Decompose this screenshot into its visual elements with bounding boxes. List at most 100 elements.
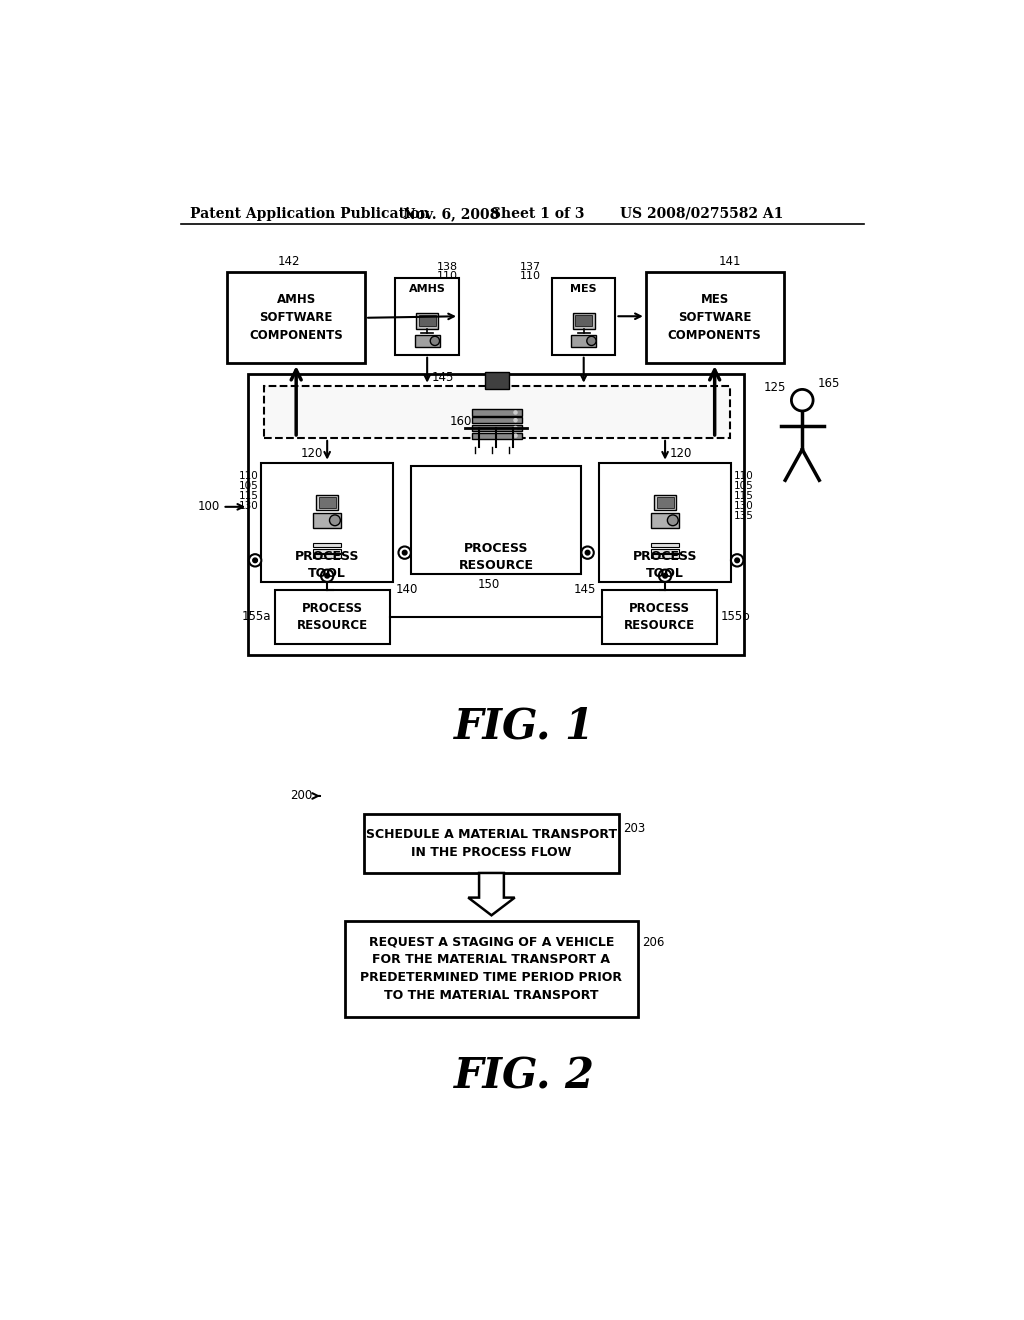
- Bar: [575, 315, 592, 326]
- Bar: [472, 417, 521, 424]
- Text: 142: 142: [278, 255, 300, 268]
- Text: 130: 130: [239, 502, 258, 511]
- Circle shape: [253, 558, 257, 562]
- Bar: [316, 495, 338, 511]
- Circle shape: [398, 546, 411, 558]
- Text: 110: 110: [436, 271, 458, 281]
- Text: 115: 115: [239, 491, 258, 502]
- Bar: [599, 462, 731, 582]
- Text: SCHEDULE A MATERIAL TRANSPORT
IN THE PROCESS FLOW: SCHEDULE A MATERIAL TRANSPORT IN THE PRO…: [366, 828, 617, 859]
- Text: PROCESS
RESOURCE: PROCESS RESOURCE: [459, 543, 534, 573]
- Text: AMHS
SOFTWARE
COMPONENTS: AMHS SOFTWARE COMPONENTS: [249, 293, 343, 342]
- Text: MES
SOFTWARE
COMPONENTS: MES SOFTWARE COMPONENTS: [668, 293, 762, 342]
- Bar: [313, 512, 341, 528]
- Text: Nov. 6, 2008: Nov. 6, 2008: [403, 207, 500, 220]
- Circle shape: [663, 573, 668, 578]
- Bar: [318, 498, 336, 508]
- Bar: [419, 315, 435, 326]
- Text: 203: 203: [624, 822, 645, 834]
- Text: 155b: 155b: [721, 610, 751, 623]
- Bar: [651, 554, 679, 558]
- Text: 150: 150: [477, 578, 500, 591]
- Circle shape: [582, 546, 594, 558]
- Bar: [651, 549, 679, 553]
- Circle shape: [325, 573, 330, 578]
- Text: 105: 105: [734, 482, 754, 491]
- Circle shape: [321, 570, 334, 582]
- Circle shape: [514, 411, 517, 414]
- Circle shape: [430, 337, 439, 346]
- Text: PROCESS
TOOL: PROCESS TOOL: [295, 550, 359, 579]
- Bar: [261, 462, 393, 582]
- Circle shape: [658, 570, 672, 582]
- Bar: [313, 554, 341, 558]
- Circle shape: [514, 434, 517, 437]
- Text: US 2008/0275582 A1: US 2008/0275582 A1: [621, 207, 783, 220]
- Text: REQUEST A STAGING OF A VEHICLE
FOR THE MATERIAL TRANSPORT A
PREDETERMINED TIME P: REQUEST A STAGING OF A VEHICLE FOR THE M…: [360, 936, 623, 1002]
- Bar: [571, 335, 596, 347]
- Bar: [248, 374, 744, 655]
- Bar: [472, 433, 521, 438]
- Text: Patent Application Publication: Patent Application Publication: [190, 207, 430, 220]
- Bar: [417, 313, 438, 329]
- Bar: [472, 409, 521, 416]
- Text: 120: 120: [300, 446, 323, 459]
- Circle shape: [587, 337, 596, 346]
- Bar: [654, 495, 676, 511]
- Circle shape: [792, 389, 813, 411]
- Text: 138: 138: [436, 261, 458, 272]
- Text: PROCESS
RESOURCE: PROCESS RESOURCE: [624, 602, 695, 631]
- Bar: [313, 549, 341, 553]
- Circle shape: [402, 550, 407, 554]
- Text: 110: 110: [520, 271, 541, 281]
- Bar: [415, 335, 439, 347]
- Text: 135: 135: [734, 511, 754, 521]
- Text: 160: 160: [451, 416, 472, 428]
- Text: 110: 110: [734, 471, 754, 482]
- Bar: [365, 814, 618, 873]
- Text: FIG. 2: FIG. 2: [455, 1055, 595, 1097]
- Text: 110: 110: [239, 471, 258, 482]
- Bar: [656, 498, 674, 508]
- Circle shape: [731, 554, 743, 566]
- Bar: [651, 544, 679, 548]
- Text: MES: MES: [570, 284, 597, 293]
- Text: AMHS: AMHS: [409, 284, 445, 293]
- Text: 145: 145: [431, 371, 454, 384]
- Text: 100: 100: [198, 500, 219, 513]
- Text: 120: 120: [670, 446, 692, 459]
- Text: 125: 125: [764, 381, 785, 395]
- Text: 155a: 155a: [242, 610, 271, 623]
- Bar: [345, 921, 638, 1016]
- Circle shape: [330, 515, 340, 525]
- Bar: [472, 425, 521, 430]
- Bar: [651, 512, 679, 528]
- Text: 141: 141: [719, 255, 741, 268]
- Bar: [227, 272, 366, 363]
- Bar: [552, 277, 615, 355]
- Circle shape: [514, 418, 517, 422]
- Text: 165: 165: [818, 376, 840, 389]
- Text: 145: 145: [574, 583, 596, 597]
- Bar: [484, 372, 509, 388]
- Circle shape: [668, 515, 678, 525]
- Text: PROCESS
RESOURCE: PROCESS RESOURCE: [297, 602, 369, 631]
- Circle shape: [249, 554, 261, 566]
- Bar: [395, 277, 459, 355]
- Text: FIG. 1: FIG. 1: [455, 706, 595, 747]
- Circle shape: [735, 558, 739, 562]
- Text: 115: 115: [734, 491, 754, 502]
- Text: PROCESS
TOOL: PROCESS TOOL: [633, 550, 697, 579]
- Circle shape: [514, 426, 517, 429]
- Text: 200: 200: [290, 789, 312, 803]
- Bar: [646, 272, 783, 363]
- Polygon shape: [468, 873, 515, 915]
- Bar: [313, 544, 341, 548]
- Bar: [275, 590, 390, 644]
- Circle shape: [586, 550, 590, 554]
- Bar: [411, 466, 582, 574]
- Bar: [602, 590, 717, 644]
- Text: 140: 140: [396, 583, 418, 597]
- Bar: [572, 313, 595, 329]
- Text: Sheet 1 of 3: Sheet 1 of 3: [490, 207, 585, 220]
